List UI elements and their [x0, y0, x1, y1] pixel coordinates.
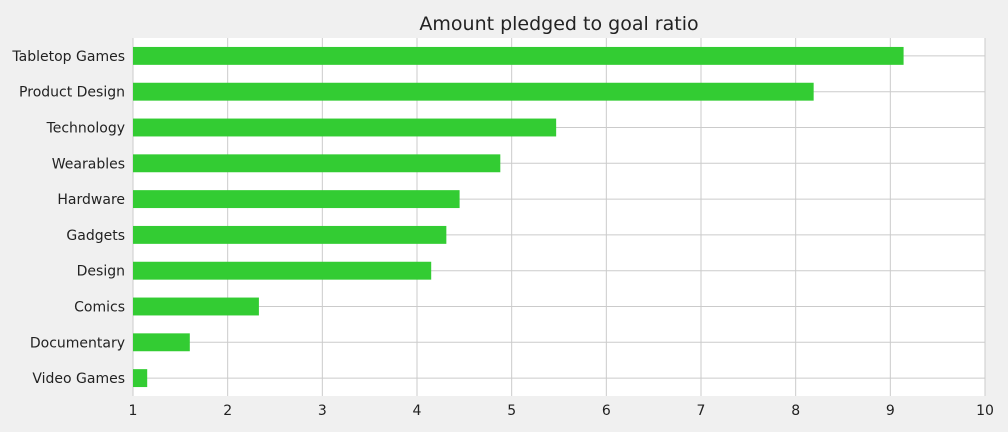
x-tick-label: 9: [886, 403, 895, 419]
x-tick-label: 8: [791, 403, 800, 419]
y-tick-label: Gadgets: [66, 228, 125, 244]
bar: [133, 82, 814, 101]
x-tick-label: 1: [129, 403, 138, 419]
bar: [133, 297, 259, 316]
bar: [133, 369, 148, 388]
y-tick-label: Video Games: [32, 371, 125, 387]
bar: [133, 333, 190, 352]
bar: [133, 46, 904, 65]
x-tick-label: 2: [223, 403, 232, 419]
chart-title: Amount pledged to goal ratio: [419, 13, 698, 35]
x-tick-label: 7: [697, 403, 706, 419]
y-tick-label: Product Design: [19, 85, 125, 101]
bars-layer: [133, 46, 904, 388]
y-tick-label: Comics: [74, 300, 125, 316]
x-tick-label: 3: [318, 403, 327, 419]
bar: [133, 261, 432, 280]
y-tick-label: Tabletop Games: [11, 49, 125, 65]
y-tick-label: Wearables: [52, 156, 125, 172]
y-tick-labels: Video Games Documentary Comics Design Gadget…: [11, 49, 125, 387]
y-tick-label: Design: [77, 264, 125, 280]
y-tick-label: Technology: [46, 121, 125, 137]
bar: [133, 225, 447, 244]
x-tick-label: 4: [413, 403, 422, 419]
x-tick-label: 5: [507, 403, 516, 419]
bar: [133, 190, 460, 209]
x-tick-label: 6: [602, 403, 611, 419]
bar: [133, 154, 501, 173]
y-tick-label: Hardware: [57, 192, 125, 208]
x-tick-label: 10: [976, 403, 994, 419]
bar: [133, 118, 557, 137]
y-tick-label: Documentary: [30, 335, 125, 351]
x-tick-labels: 1 2 3 4 5 6 7 8 9 10: [129, 403, 994, 419]
